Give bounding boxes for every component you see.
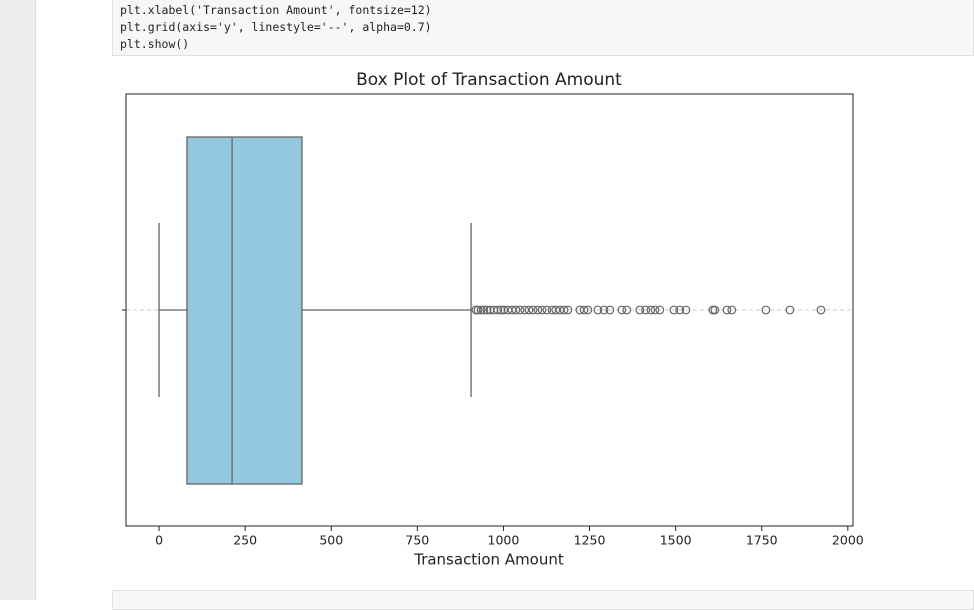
- outlier: [551, 305, 561, 315]
- x-tick-label: 1500: [660, 533, 692, 548]
- outlier: [646, 305, 656, 315]
- x-tick-label: 2000: [832, 533, 864, 548]
- outlier: [496, 305, 506, 315]
- outlier: [482, 305, 492, 315]
- outlier: [528, 305, 538, 315]
- outlier: [650, 305, 660, 315]
- outlier: [583, 305, 593, 315]
- outlier: [635, 305, 645, 315]
- chart-title: Box Plot of Transaction Amount: [356, 70, 622, 90]
- plot-frame: [125, 93, 854, 527]
- outlier: [524, 305, 534, 315]
- outlier: [761, 305, 771, 315]
- outlier: [493, 305, 503, 315]
- outlier: [722, 305, 732, 315]
- outlier: [533, 305, 543, 315]
- x-tick-label: 1000: [488, 533, 520, 548]
- outlier: [785, 305, 795, 315]
- x-tick-label: 1750: [746, 533, 778, 548]
- outlier: [599, 305, 609, 315]
- outlier: [499, 305, 509, 315]
- code-cell[interactable]: plt.xlabel('Transaction Amount', fontsiz…: [112, 0, 974, 56]
- outlier: [605, 305, 615, 315]
- code-line: plt.xlabel('Transaction Amount', fontsiz…: [120, 3, 432, 17]
- outlier: [617, 305, 627, 315]
- code-line: plt.show(): [120, 37, 190, 51]
- outlier: [675, 305, 685, 315]
- outlier: [593, 305, 603, 315]
- outlier: [641, 305, 651, 315]
- outlier: [542, 305, 552, 315]
- outlier: [537, 305, 547, 315]
- outlier: [727, 305, 737, 315]
- x-tick-label: 250: [233, 533, 257, 548]
- outlier: [479, 305, 489, 315]
- x-tick-label: 500: [319, 533, 343, 548]
- code-line: plt.grid(axis='y', linestyle='--', alpha…: [120, 20, 432, 34]
- outlier: [511, 305, 521, 315]
- outlier: [622, 305, 632, 315]
- outlier: [563, 305, 573, 315]
- x-axis-label: Transaction Amount: [413, 551, 564, 569]
- x-tick-label: 0: [155, 533, 163, 548]
- outlier: [681, 305, 691, 315]
- outlier: [520, 305, 530, 315]
- outlier: [655, 305, 665, 315]
- left-gutter: [0, 0, 36, 600]
- outlier: [579, 305, 589, 315]
- x-tick-label: 750: [405, 533, 429, 548]
- outlier: [473, 305, 483, 315]
- x-tick-label: 1250: [574, 533, 606, 548]
- outlier: [559, 305, 569, 315]
- box: [186, 136, 303, 485]
- outlier: [669, 305, 679, 315]
- outlier: [816, 305, 826, 315]
- outlier: [476, 305, 486, 315]
- outlier: [515, 305, 525, 315]
- outlier: [710, 305, 720, 315]
